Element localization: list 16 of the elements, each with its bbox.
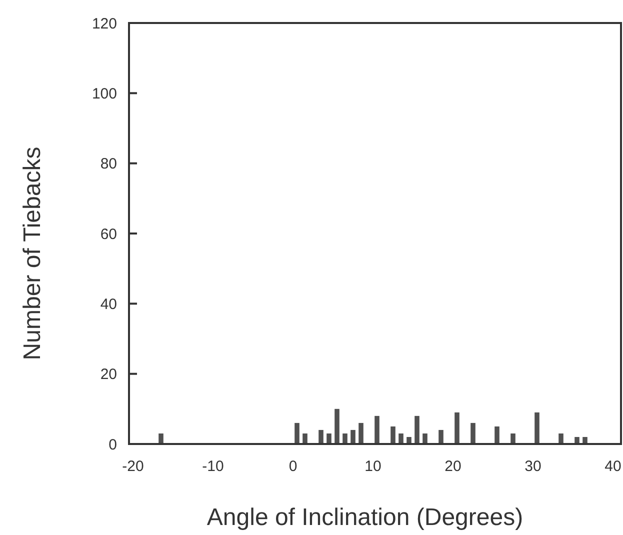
y-tick-label: 40 xyxy=(100,296,117,313)
y-axis-title: Number of Tiebacks xyxy=(19,146,46,360)
x-tick-label: 10 xyxy=(364,458,382,475)
x-tick-label: 0 xyxy=(288,458,298,475)
y-tick-label: 20 xyxy=(100,366,117,384)
x-tick-label: -10 xyxy=(202,458,224,475)
x-tick-label: 30 xyxy=(524,458,542,475)
y-tick-label: 120 xyxy=(92,15,117,32)
y-tick-label: 0 xyxy=(108,436,117,454)
x-tick-label: 20 xyxy=(444,458,462,475)
x-axis-title: Angle of Inclination (Degrees) xyxy=(206,504,524,531)
y-tick-label: 60 xyxy=(100,226,117,243)
x-tick-label: -20 xyxy=(122,458,144,475)
x-tick-label: 40 xyxy=(604,458,622,475)
y-tick-label: 80 xyxy=(100,156,117,173)
y-tick-label: 100 xyxy=(92,85,117,102)
